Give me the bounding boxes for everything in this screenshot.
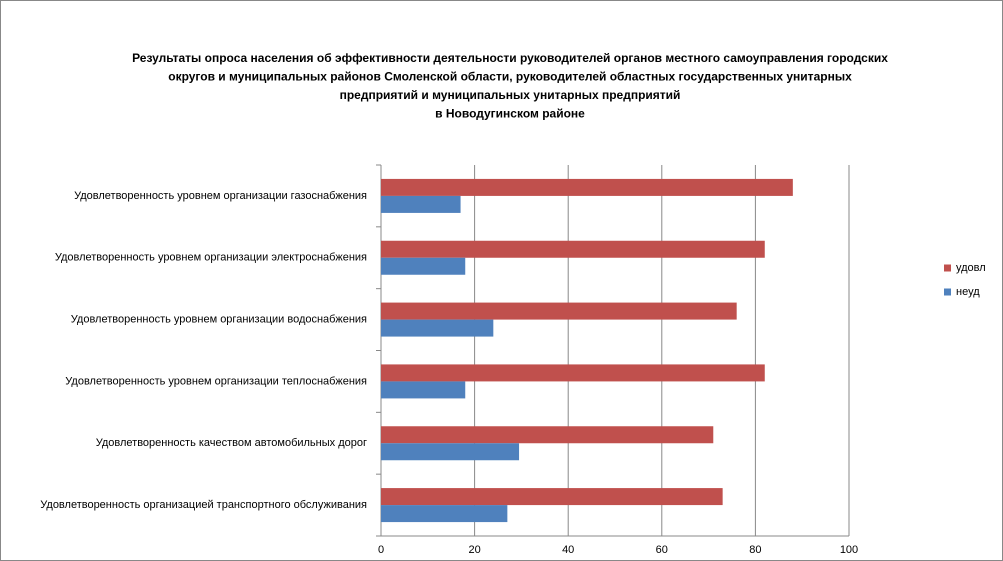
y-tick-label: Удовлетворенность уровнем организации во…	[71, 313, 367, 325]
bar	[381, 488, 723, 506]
chart-title: в Новодугинском районе	[435, 107, 585, 121]
x-tick-label: 40	[562, 544, 574, 556]
y-tick-label: Удовлетворенность организацией транспорт…	[40, 499, 367, 511]
bar	[381, 364, 765, 382]
x-tick-label: 0	[378, 544, 384, 556]
bar	[381, 195, 461, 213]
y-tick-label: Удовлетворенность качеством автомобильны…	[96, 437, 367, 449]
x-tick-label: 60	[656, 544, 668, 556]
x-tick-label: 80	[749, 544, 761, 556]
chart-title: Результаты опроса населения об эффективн…	[132, 51, 888, 65]
bar	[381, 426, 714, 444]
x-tick-label: 100	[840, 544, 858, 556]
y-tick-label: Удовлетворенность уровнем организации эл…	[55, 252, 367, 264]
legend-label: удовл	[956, 262, 986, 274]
legend-swatch	[944, 288, 951, 296]
chart-title: округов и муниципальных районов Смоленск…	[168, 70, 852, 84]
bar	[381, 240, 765, 258]
chart-title: предприятий и муниципальных унитарных пр…	[340, 88, 681, 102]
bar	[381, 443, 520, 461]
bar	[381, 319, 494, 337]
legend-label: неуд	[956, 286, 980, 298]
bar	[381, 505, 508, 523]
bar	[381, 178, 793, 196]
x-tick-label: 20	[468, 544, 480, 556]
y-tick-label: Удовлетворенность уровнем организации те…	[65, 375, 367, 387]
legend-swatch	[944, 264, 951, 272]
bar	[381, 302, 737, 320]
y-tick-label: Удовлетворенность уровнем организации га…	[74, 190, 367, 202]
bar	[381, 381, 466, 399]
bar	[381, 257, 466, 275]
